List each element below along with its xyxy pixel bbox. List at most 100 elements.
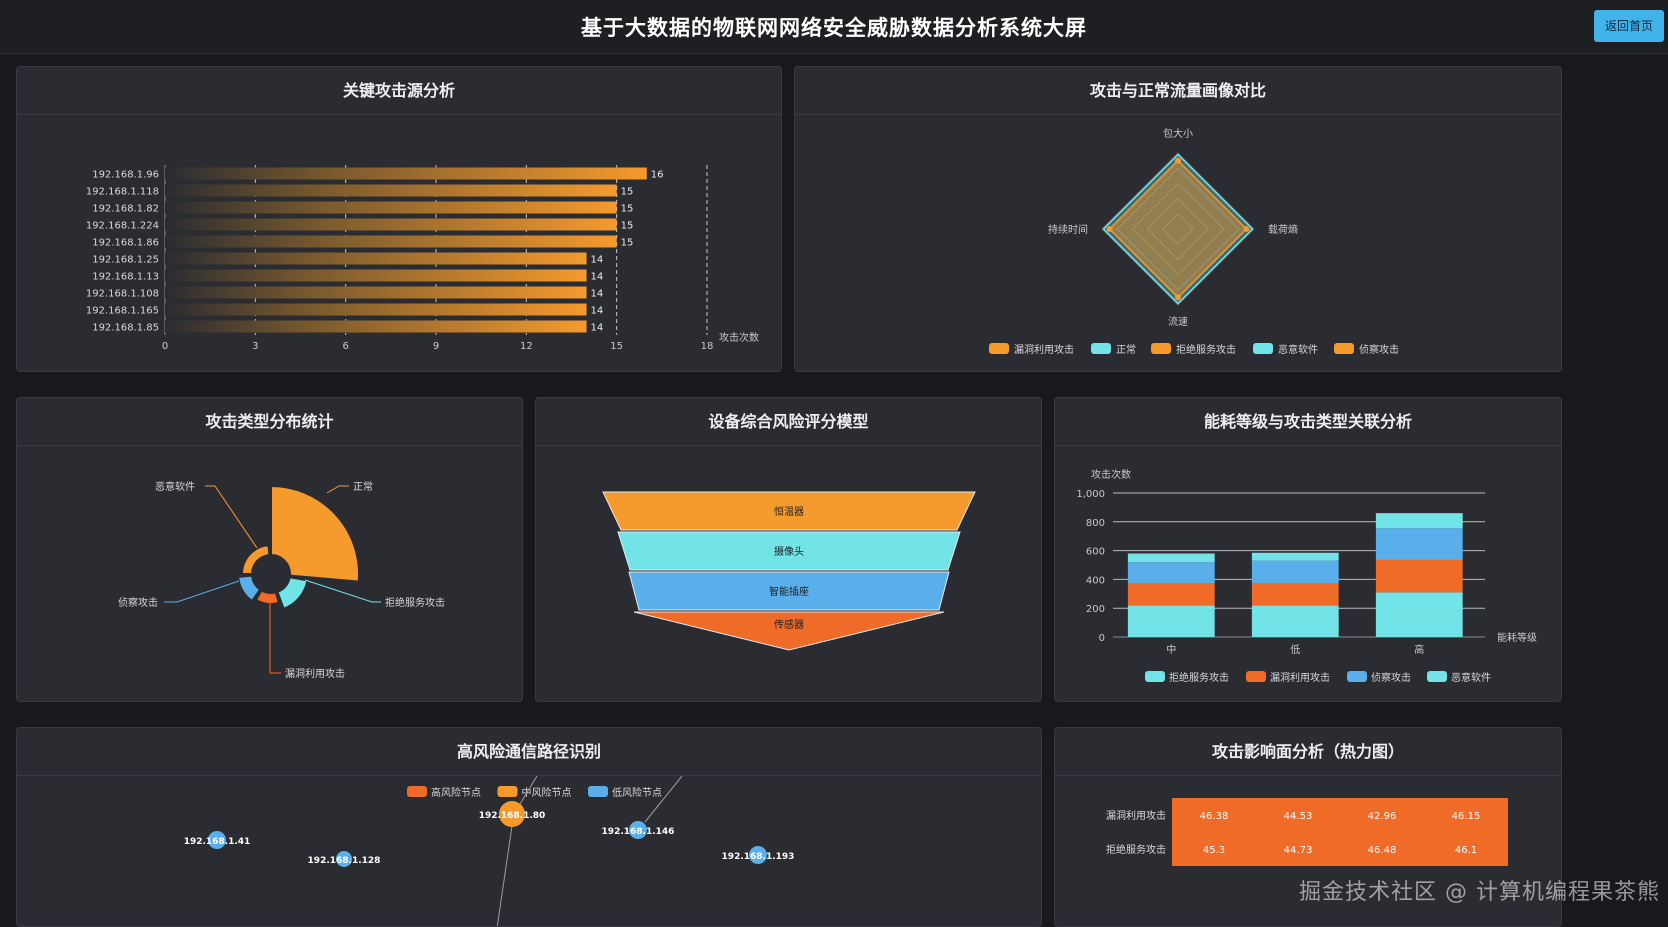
stacked-bar-segment — [1376, 560, 1463, 592]
x-axis-label: 能耗等级 — [1497, 631, 1537, 644]
stacked-bar-segment — [1252, 605, 1339, 637]
heatmap-cell-value: 46.1 — [1455, 845, 1477, 856]
stacked-bar-segment — [1128, 553, 1215, 562]
stacked-bar-segment — [1128, 605, 1215, 637]
x-tick-label: 6 — [342, 341, 348, 352]
heatmap-row-label: 拒绝服务攻击 — [1106, 843, 1166, 856]
legend-label: 高风险节点 — [431, 786, 481, 799]
rose-slice — [256, 590, 279, 604]
bar — [165, 321, 587, 333]
path-graph-chart[interactable]: 高风险节点中风险节点低风险节点192.168.1.41192.168.1.128… — [17, 776, 1042, 927]
rose-label-line — [270, 603, 281, 673]
y-tick-label: 400 — [1086, 575, 1105, 586]
heatmap-cell-value: 42.96 — [1368, 811, 1397, 822]
bar — [165, 270, 587, 282]
x-tick-label: 9 — [433, 341, 439, 352]
rose-label-line — [164, 581, 239, 602]
x-tick-label: 中 — [1166, 643, 1176, 656]
legend-label: 中风险节点 — [522, 786, 572, 799]
panel-title-heatmap: 攻击影响面分析（热力图） — [1055, 728, 1561, 776]
legend-swatch — [1334, 343, 1354, 354]
radar-series-orange — [1110, 161, 1247, 298]
legend-label: 低风险节点 — [612, 786, 662, 799]
panel-profile: 攻击与正常流量画像对比 包大小载荷熵流速持续时间漏洞利用攻击正常拒绝服务攻击恶意… — [794, 66, 1562, 372]
graph-node-label: 192.168.1.41 — [184, 837, 251, 847]
y-tick-label: 192.168.1.86 — [92, 238, 159, 249]
top-header: 基于大数据的物联网网络安全威胁数据分析系统大屏 返回首页 — [0, 0, 1668, 54]
rose-label: 漏洞利用攻击 — [285, 667, 345, 680]
y-tick-label: 800 — [1086, 518, 1105, 529]
y-axis-label: 攻击次数 — [1091, 468, 1131, 481]
bar-value-label: 15 — [621, 238, 634, 249]
radar-point — [1175, 294, 1181, 300]
legend-swatch — [498, 786, 518, 797]
panel-risk-model: 设备综合风险评分模型 恒温器摄像头智能插座传感器 — [535, 397, 1042, 702]
panel-title-profile: 攻击与正常流量画像对比 — [795, 67, 1561, 115]
funnel-layer — [634, 612, 944, 650]
funnel-label: 恒温器 — [774, 505, 804, 518]
x-tick-label: 12 — [520, 341, 533, 352]
legend-swatch — [1091, 343, 1111, 354]
rose-slice — [277, 577, 307, 608]
legend-swatch — [1151, 343, 1171, 354]
panel-title-attack-type: 攻击类型分布统计 — [17, 398, 522, 446]
legend-swatch — [588, 786, 608, 797]
y-tick-label: 192.168.1.118 — [86, 187, 159, 198]
rose-label-line — [327, 486, 349, 493]
funnel-label: 摄像头 — [774, 545, 804, 558]
home-button[interactable]: 返回首页 — [1594, 10, 1664, 42]
radar-point — [1107, 226, 1113, 232]
y-tick-label: 192.168.1.82 — [92, 204, 159, 215]
bar — [165, 253, 587, 265]
x-tick-label: 18 — [701, 341, 714, 352]
legend-swatch — [989, 343, 1009, 354]
stacked-bar-segment — [1252, 584, 1339, 606]
legend-swatch — [1347, 671, 1367, 682]
x-tick-label: 3 — [252, 341, 258, 352]
stacked-bar-segment — [1128, 583, 1215, 605]
graph-node-label: 192.168.1.80 — [479, 811, 546, 821]
y-tick-label: 0 — [1099, 633, 1105, 644]
legend-label: 恶意软件 — [1451, 671, 1491, 684]
y-tick-label: 192.168.1.224 — [86, 221, 159, 232]
y-tick-label: 192.168.1.13 — [92, 272, 159, 283]
stacked-bar-segment — [1376, 528, 1463, 560]
graph-edge — [645, 776, 682, 822]
legend-label: 侦察攻击 — [1359, 343, 1399, 356]
legend-label: 漏洞利用攻击 — [1270, 671, 1330, 684]
stacked-bar-segment — [1376, 513, 1463, 528]
heatmap-cell-value: 46.15 — [1452, 811, 1481, 822]
x-tick-label: 0 — [162, 341, 168, 352]
radar-point — [1243, 226, 1249, 232]
bar — [165, 287, 587, 299]
heatmap-row-label: 漏洞利用攻击 — [1106, 809, 1166, 822]
radar-indicator-label: 包大小 — [1163, 127, 1193, 140]
y-tick-label: 192.168.1.85 — [92, 323, 159, 334]
x-tick-label: 15 — [610, 341, 623, 352]
profile-radar-chart[interactable]: 包大小载荷熵流速持续时间漏洞利用攻击正常拒绝服务攻击恶意软件侦察攻击 — [795, 115, 1562, 372]
stacked-bar-segment — [1376, 592, 1463, 637]
y-tick-label: 192.168.1.25 — [92, 255, 159, 266]
watermark-text: 掘金技术社区 @ 计算机编程果茶熊 — [1299, 874, 1660, 906]
energy-stacked-bar-chart[interactable]: 攻击次数02004006008001,000中低高能耗等级拒绝服务攻击漏洞利用攻… — [1055, 446, 1562, 702]
legend-label: 拒绝服务攻击 — [1176, 343, 1236, 356]
bar — [165, 236, 617, 248]
stacked-bar-segment — [1128, 562, 1215, 583]
radar-indicator-label: 持续时间 — [1048, 223, 1088, 236]
bar-value-label: 15 — [621, 204, 634, 215]
bar-value-label: 14 — [591, 323, 604, 334]
legend-swatch — [1427, 671, 1447, 682]
bar-value-label: 14 — [591, 272, 604, 283]
bar-value-label: 15 — [621, 187, 634, 198]
graph-node-label: 192.168.1.146 — [602, 827, 675, 837]
legend-swatch — [1145, 671, 1165, 682]
heatmap-cell-value: 46.38 — [1200, 811, 1229, 822]
rose-slice — [271, 486, 359, 582]
x-axis-label: 攻击次数 — [719, 331, 759, 344]
rose-label: 恶意软件 — [155, 480, 195, 493]
